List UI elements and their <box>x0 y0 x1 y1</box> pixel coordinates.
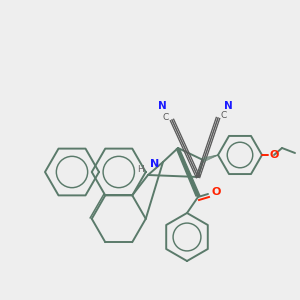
Text: H: H <box>136 164 143 173</box>
Text: O: O <box>270 150 279 160</box>
Text: N: N <box>158 101 166 111</box>
Text: N: N <box>150 159 160 169</box>
Text: N: N <box>224 101 232 111</box>
Polygon shape <box>176 148 200 196</box>
Text: C: C <box>163 112 169 122</box>
Text: O: O <box>212 187 221 197</box>
Text: C: C <box>221 110 227 119</box>
